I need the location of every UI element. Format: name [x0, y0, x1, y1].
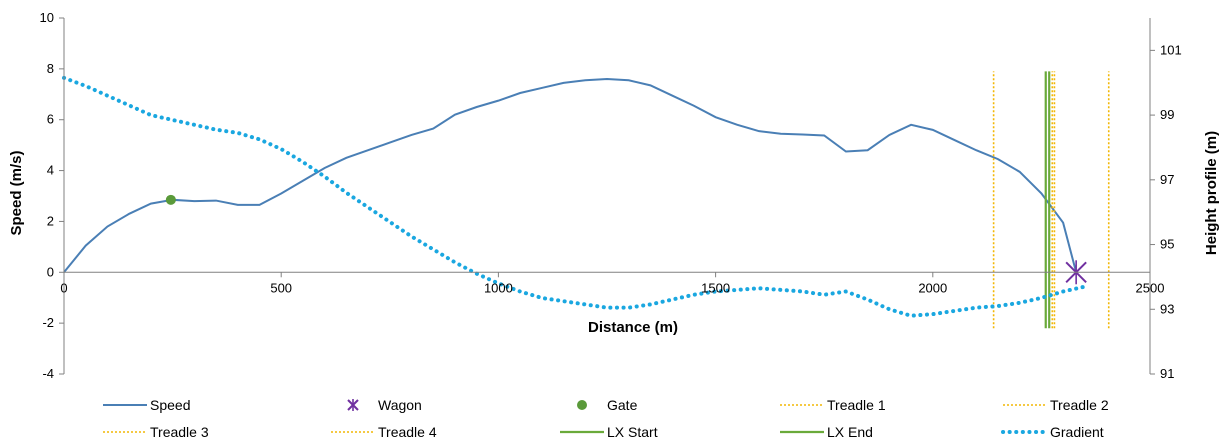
y-tick-label: 6	[47, 112, 54, 127]
legend-item-lx-start: LX Start	[560, 424, 658, 440]
y2-tick-label: 91	[1160, 366, 1174, 381]
x-tick-label: 500	[270, 280, 292, 295]
legend-label-wagon: Wagon	[378, 397, 422, 413]
legend-item-treadle-3: Treadle 3	[103, 424, 209, 440]
x-tick-label: 0	[60, 280, 67, 295]
legend-label-treadle-1: Treadle 1	[827, 397, 886, 413]
legend-item-gradient: Gradient	[1001, 424, 1104, 440]
legend-item-wagon: Wagon	[347, 397, 422, 413]
legend-item-lx-end: LX End	[780, 424, 873, 440]
chart-marks	[62, 71, 1110, 329]
y2-tick-label: 95	[1160, 237, 1174, 252]
chart-axes: -4 -2 0 2 4 6 8 10 91 93 95 97 99 101 0 500 1000 1500 2000…	[40, 10, 1182, 381]
x-tick-label: 2500	[1136, 280, 1165, 295]
y2-tick-label: 99	[1160, 107, 1174, 122]
legend-label-treadle-2: Treadle 2	[1050, 397, 1109, 413]
legend-label-lx-start: LX Start	[607, 424, 658, 440]
y2-axis-title: Height profile (m)	[1203, 131, 1220, 255]
x-axis-title: Distance (m)	[588, 319, 678, 336]
legend-label-speed: Speed	[150, 397, 190, 413]
legend-item-gate: Gate	[577, 397, 638, 413]
legend-label-gate: Gate	[607, 397, 638, 413]
legend-item-speed: Speed	[103, 397, 190, 413]
speed-line	[63, 78, 1078, 273]
x-tick-label: 1500	[701, 280, 730, 295]
chart-legend: Speed Wagon Gate Treadle 1 Treadle 2 Treadle …	[103, 397, 1109, 440]
y-tick-label: 2	[47, 213, 54, 228]
y2-tick-label: 93	[1160, 301, 1174, 316]
legend-label-lx-end: LX End	[827, 424, 873, 440]
legend-item-treadle-1: Treadle 1	[780, 397, 886, 413]
y-tick-label: 10	[40, 10, 54, 25]
x-tick-label: 1000	[484, 280, 513, 295]
legend-label-gradient: Gradient	[1050, 424, 1104, 440]
gradient-line	[62, 75, 1087, 318]
y-tick-label: -4	[42, 366, 54, 381]
legend-label-treadle-3: Treadle 3	[150, 424, 209, 440]
y-axis-title: Speed (m/s)	[8, 150, 25, 235]
y2-tick-label: 97	[1160, 172, 1174, 187]
legend-label-treadle-4: Treadle 4	[378, 424, 437, 440]
x-tick-label: 2000	[918, 280, 947, 295]
gate-point	[165, 194, 176, 205]
y2-tick-label: 101	[1160, 42, 1182, 57]
legend-item-treadle-2: Treadle 2	[1003, 397, 1109, 413]
y-tick-label: 8	[47, 61, 54, 76]
legend-swatch-gate	[577, 400, 587, 410]
y-tick-label: -2	[42, 315, 54, 330]
y-tick-label: 4	[47, 163, 54, 178]
y-tick-label: 0	[47, 264, 54, 279]
legend-item-treadle-4: Treadle 4	[331, 424, 437, 440]
